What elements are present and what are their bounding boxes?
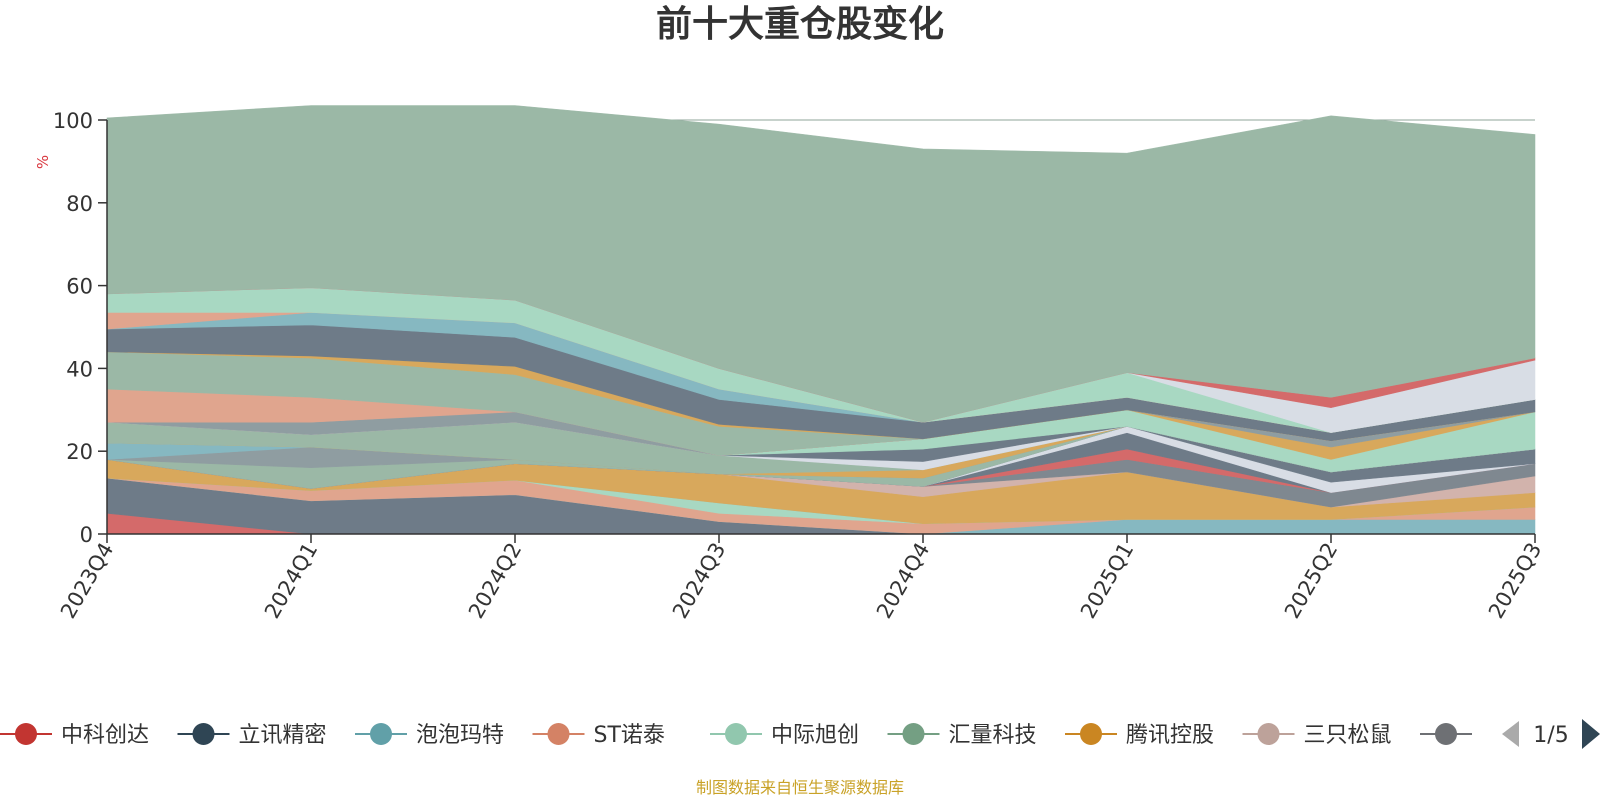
legend-dot-marker [192,723,215,745]
legend-label: 三只松鼠 [1304,723,1392,748]
legend-dot-marker [1435,723,1457,745]
legend-label: 中科创达 [61,723,149,748]
legend[interactable]: 中科创达 立讯精密 泡泡玛特 ST诺泰 中际旭创 汇量科技 腾讯控股 三只松鼠 宁 1/5 [0,719,1600,749]
y-axis-label: % [34,155,52,169]
chart-title: 前十大重仓股变化 [655,4,944,45]
legend-dot-marker [370,723,392,745]
x-tick-label: 2025Q3 [1484,539,1546,623]
legend-page-indicator: 1/5 [1533,723,1568,748]
legend-dot-marker [15,723,37,745]
legend-label: 宁 [1481,723,1503,748]
legend-label: 立讯精密 [239,723,327,748]
area-series [106,105,1536,535]
y-tick-label: 20 [66,440,93,464]
legend-item[interactable]: 腾讯控股 [1065,723,1214,748]
legend-dot-marker [547,723,570,745]
legend-item[interactable]: 汇量科技 [887,723,1037,748]
source-note: 制图数据来自恒生聚源数据库 [695,778,904,797]
legend-dot-marker [1257,723,1280,745]
legend-dot-marker [902,723,925,745]
legend-prev-page-icon[interactable] [1502,721,1519,747]
legend-label: 中际旭创 [771,723,859,748]
legend-label: ST诺泰 [594,723,665,748]
y-tick-label: 40 [66,357,93,381]
y-tick-label: 60 [66,275,93,299]
x-tick-label: 2024Q2 [464,539,526,623]
legend-item[interactable]: 中科创达 [0,723,149,748]
legend-item[interactable]: 中际旭创 [710,723,859,748]
legend-item[interactable]: 泡泡玛特 [355,723,504,748]
y-tick-label: 80 [66,192,93,216]
x-tick-label: 2025Q2 [1280,539,1342,623]
legend-item[interactable]: ST诺泰 [532,723,665,748]
legend-label: 泡泡玛特 [416,723,504,748]
legend-label: 汇量科技 [949,723,1037,748]
x-tick-label: 2023Q4 [56,539,118,623]
legend-items[interactable]: 中科创达 立讯精密 泡泡玛特 ST诺泰 中际旭创 汇量科技 腾讯控股 三只松鼠 宁 [0,723,1503,748]
x-tick-label: 2024Q4 [872,539,934,623]
legend-item[interactable]: 宁 [1420,723,1503,748]
area-series-34 [106,105,1536,423]
y-tick-label: 0 [80,523,93,547]
legend-dot-marker [1080,723,1102,745]
legend-item[interactable]: 立讯精密 [177,723,327,748]
legend-label: 腾讯控股 [1126,723,1214,748]
legend-next-page-icon[interactable] [1582,719,1600,749]
x-tick-label: 2025Q1 [1076,539,1138,623]
y-tick-label: 100 [53,109,93,133]
legend-dot-marker [725,723,747,745]
x-tick-label: 2024Q1 [260,539,322,623]
x-tick-label: 2024Q3 [668,539,730,623]
legend-item[interactable]: 三只松鼠 [1242,723,1392,748]
